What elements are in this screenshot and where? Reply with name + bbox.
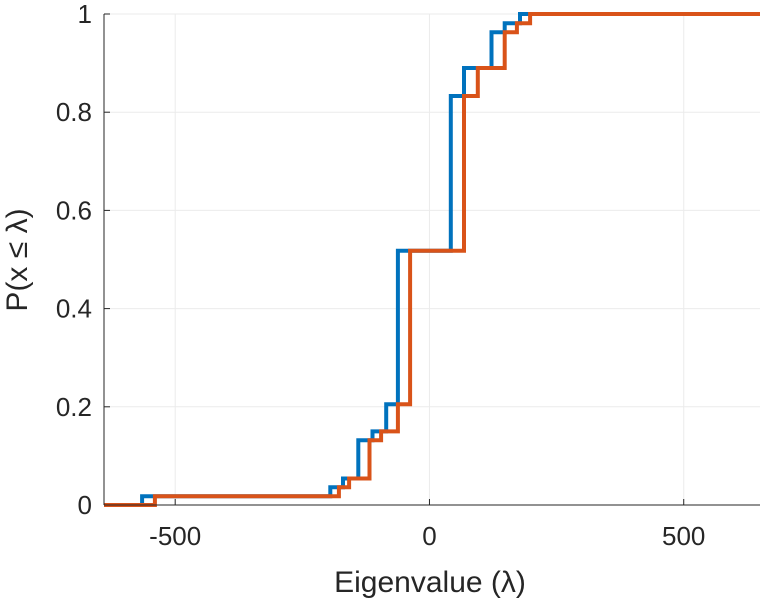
x-tick-label: -500: [149, 521, 201, 551]
x-tick-label: 0: [422, 521, 436, 551]
series-line-1: [104, 12, 760, 507]
y-tick-label: 0: [78, 490, 92, 520]
y-tick-label: 0.6: [56, 195, 92, 225]
grid-lines: [104, 13, 760, 506]
y-tick-label: 0.8: [56, 97, 92, 127]
y-tick-label: 0.4: [56, 294, 92, 324]
axes: [103, 13, 760, 506]
series-lines: [104, 12, 760, 507]
x-tick-labels: -500 0 500: [149, 521, 705, 551]
y-tick-labels: 0 0.2 0.4 0.6 0.8 1: [56, 0, 92, 520]
y-axis-label: P(x ≤ λ): [1, 208, 34, 311]
y-tick-label: 0.2: [56, 392, 92, 422]
y-tick-label: 1: [78, 0, 92, 29]
series-line-2: [104, 12, 760, 507]
x-axis-label: Eigenvalue (λ): [334, 566, 526, 599]
x-tick-label: 500: [662, 521, 705, 551]
